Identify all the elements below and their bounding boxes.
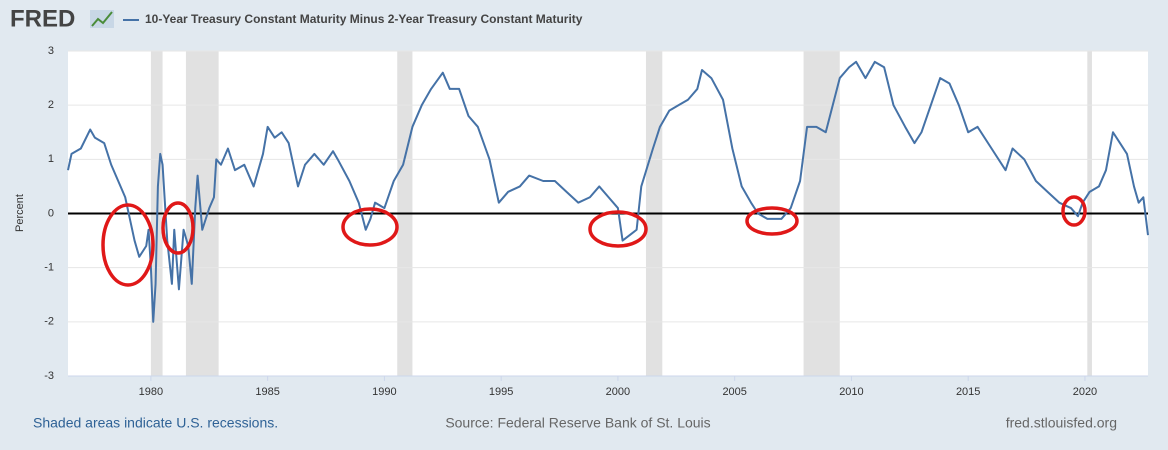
y-tick-label: -3 xyxy=(44,370,54,382)
x-tick-label: 2015 xyxy=(956,386,980,398)
legend-label: 10-Year Treasury Constant Maturity Minus… xyxy=(145,12,583,26)
y-tick-label: -2 xyxy=(44,316,54,328)
logo-icon-bg xyxy=(90,10,114,28)
x-tick-label: 2005 xyxy=(722,386,746,398)
recession-note[interactable]: Shaded areas indicate U.S. recessions. xyxy=(33,415,278,431)
highlight-circle xyxy=(341,207,399,247)
highlight-circle xyxy=(101,203,155,287)
highlight-circle xyxy=(588,210,648,248)
x-tick-label: 1980 xyxy=(139,386,163,398)
highlight-circle xyxy=(1061,195,1087,227)
series-layer xyxy=(67,60,1149,323)
highlight-circle xyxy=(745,206,799,236)
x-tick-label: 2010 xyxy=(839,386,863,398)
x-tick-label: 1985 xyxy=(255,386,279,398)
y-tick-label: 1 xyxy=(48,153,54,165)
y-tick-label: -1 xyxy=(44,262,54,274)
series-line xyxy=(67,60,1149,323)
x-tick-label: 2000 xyxy=(606,386,630,398)
y-tick-label: 0 xyxy=(48,207,54,219)
x-tick-label: 1995 xyxy=(489,386,513,398)
x-tick-label: 1990 xyxy=(372,386,396,398)
logo-icon xyxy=(90,10,114,28)
highlight-circle xyxy=(161,201,195,255)
logo-icon-line xyxy=(91,11,113,27)
site[interactable]: fred.stlouisfed.org xyxy=(1006,415,1117,431)
x-tick-label: 2020 xyxy=(1073,386,1097,398)
y-tick-label: 2 xyxy=(48,99,54,111)
source: Source: Federal Reserve Bank of St. Loui… xyxy=(445,415,710,431)
logo: FRED xyxy=(10,5,75,32)
y-tick-label: 3 xyxy=(48,45,54,57)
annotations xyxy=(101,195,1087,287)
y-axis-label: Percent xyxy=(14,194,26,232)
